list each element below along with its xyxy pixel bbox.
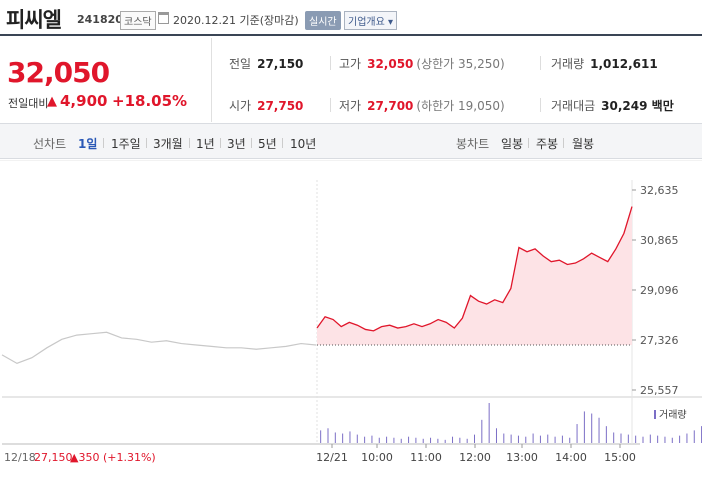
volume-legend-label: 거래량 (659, 409, 687, 421)
period-1y[interactable]: 1년 (196, 137, 215, 151)
quote-date: 2020.12.21 기준(장마감) (173, 14, 299, 27)
period-1d[interactable]: 1일 (78, 137, 98, 151)
divider (528, 138, 529, 148)
divider (330, 56, 331, 70)
up-triangle-icon: ▲ (47, 94, 57, 109)
y-tick-label: 32,635 (640, 184, 679, 197)
quote-label: 저가 (339, 99, 362, 113)
x-tick-label: 10:00 (361, 451, 393, 464)
stock-code: 241820 (77, 13, 123, 26)
quote-volume: 거래량 1,012,611 (551, 55, 658, 72)
stock-name: 피씨엘 (6, 8, 62, 32)
quote-label: 시가 (229, 99, 252, 113)
calendar-icon (158, 12, 169, 24)
prev-day-line (1, 331, 317, 365)
candle-weekly[interactable]: 주봉 (536, 137, 559, 151)
quote-high: 고가 32,050 (상한가 35,250) (339, 55, 505, 72)
quote-low: 저가 27,700 (하한가 19,050) (339, 97, 505, 114)
divider (146, 138, 147, 148)
quote-trade-value: 거래대금 30,249 백만 (551, 97, 674, 114)
quote-label: 고가 (339, 57, 362, 71)
period-3y[interactable]: 3년 (227, 137, 246, 151)
candle-monthly[interactable]: 월봉 (572, 137, 595, 151)
x-tick-label: 12:00 (459, 451, 491, 464)
market-badge: 코스닥 (120, 11, 156, 30)
quote-limit: (상한가 35,250) (416, 57, 505, 71)
divider (330, 98, 331, 112)
divider (251, 138, 252, 148)
candle-daily[interactable]: 일봉 (501, 137, 524, 151)
quote-value: 27,700 (367, 99, 414, 113)
price-panel: 32,050 전일대비 ▲ 4,900 +18.05% (0, 38, 211, 122)
quote-prev-close: 전일 27,150 (229, 55, 303, 72)
x-tick-label: 14:00 (555, 451, 587, 464)
prev-compare-label: 전일대비 (8, 97, 49, 110)
quote-value: 30,249 백만 (601, 99, 674, 113)
x-tick-label: 11:00 (410, 451, 442, 464)
volume-legend-swatch (654, 410, 656, 419)
price-change-pct: +18.05% (112, 92, 188, 110)
y-tick-label: 29,096 (640, 284, 679, 297)
prev-day-price: 27,150 (34, 451, 73, 464)
current-price: 32,050 (7, 56, 110, 89)
quote-label: 거래대금 (551, 99, 596, 113)
period-5y[interactable]: 5년 (258, 137, 277, 151)
period-10y[interactable]: 10년 (290, 137, 317, 151)
divider (282, 138, 283, 148)
stock-header: 피씨엘 241820 코스닥 2020.12.21 기준(장마감) 실시간 기업… (0, 0, 702, 36)
price-line (316, 206, 633, 332)
divider (103, 138, 104, 148)
y-tick-label: 30,865 (640, 234, 679, 247)
quote-label: 전일 (229, 57, 252, 71)
price-area-fill (317, 206, 632, 345)
quote-open: 시가 27,750 (229, 97, 303, 114)
quote-table: 전일 27,150 고가 32,050 (상한가 35,250) 거래량 1,012,6… (211, 38, 702, 122)
y-tick-label: 25,557 (640, 384, 679, 397)
candle-chart-label: 봉차트 (456, 137, 490, 151)
prev-day-change: ▲350 (+1.31%) (70, 451, 156, 464)
quote-value: 32,050 (367, 57, 414, 71)
quote-value: 1,012,611 (590, 57, 658, 71)
x-tick-label: 12/21 (316, 451, 348, 464)
quote-limit: (하한가 19,050) (416, 99, 505, 113)
divider (189, 138, 190, 148)
price-change: 4,900 (60, 92, 108, 110)
divider (220, 138, 221, 148)
company-overview-dropdown[interactable]: 기업개요 ▾ (344, 11, 397, 30)
chart-toolbar: 선차트 1일 1주일 3개월 1년 3년 5년 10년 봉차트 일봉 주봉 월봉 (0, 123, 702, 159)
line-chart-label: 선차트 (33, 137, 67, 151)
x-tick-label: 15:00 (604, 451, 636, 464)
period-1w[interactable]: 1주일 (111, 137, 141, 151)
quote-label: 거래량 (551, 57, 585, 71)
divider (540, 56, 541, 70)
quote-value: 27,750 (257, 99, 304, 113)
realtime-button[interactable]: 실시간 (305, 11, 341, 30)
price-chart[interactable]: 32,635 30,865 29,096 27,326 25,557 거래량 12/21… (0, 159, 702, 478)
period-3m[interactable]: 3개월 (153, 137, 183, 151)
y-tick-label: 27,326 (640, 334, 679, 347)
chart-canvas: 32,635 30,865 29,096 27,326 25,557 거래량 12/21… (0, 159, 702, 464)
x-tick-label: 13:00 (506, 451, 538, 464)
prev-day-date: 12/18 (4, 451, 36, 464)
divider (540, 98, 541, 112)
quote-value: 27,150 (257, 57, 304, 71)
divider (563, 138, 564, 148)
